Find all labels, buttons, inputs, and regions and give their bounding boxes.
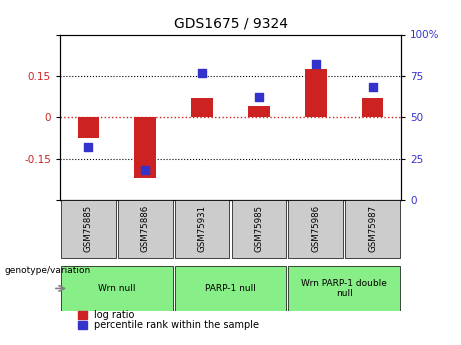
Text: GSM75931: GSM75931 <box>198 205 207 252</box>
Bar <box>289 200 343 257</box>
Bar <box>78 321 87 329</box>
Text: GSM75986: GSM75986 <box>311 205 320 252</box>
Bar <box>231 200 286 257</box>
Text: percentile rank within the sample: percentile rank within the sample <box>94 320 259 330</box>
Title: GDS1675 / 9324: GDS1675 / 9324 <box>173 17 288 31</box>
Point <box>85 144 92 150</box>
Bar <box>362 98 384 117</box>
Text: genotype/variation: genotype/variation <box>5 266 91 275</box>
Bar <box>61 266 172 311</box>
Text: Wrn null: Wrn null <box>98 284 136 293</box>
Bar <box>118 200 172 257</box>
Bar <box>345 200 400 257</box>
Bar <box>289 266 400 311</box>
Bar <box>175 200 230 257</box>
Bar <box>191 98 213 117</box>
Bar <box>305 69 326 117</box>
Point <box>142 168 149 173</box>
Text: PARP-1 null: PARP-1 null <box>205 284 256 293</box>
Text: GSM75885: GSM75885 <box>84 205 93 253</box>
Bar <box>77 117 99 138</box>
Bar <box>61 200 116 257</box>
Bar <box>175 266 286 311</box>
Text: GSM75987: GSM75987 <box>368 205 377 252</box>
Point <box>369 85 376 90</box>
Text: log ratio: log ratio <box>94 310 134 320</box>
Bar <box>248 106 270 117</box>
Text: Wrn PARP-1 double
null: Wrn PARP-1 double null <box>301 279 387 298</box>
Bar <box>78 311 87 319</box>
Point <box>255 95 263 100</box>
Bar <box>135 117 156 178</box>
Text: GSM75886: GSM75886 <box>141 205 150 253</box>
Point <box>312 61 319 67</box>
Point <box>198 70 206 75</box>
Text: GSM75985: GSM75985 <box>254 205 263 252</box>
